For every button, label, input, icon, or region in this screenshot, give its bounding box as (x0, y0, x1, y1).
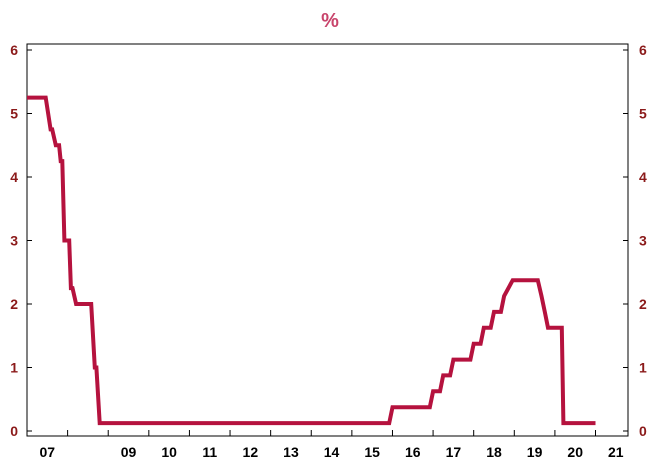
right-y-tick-label: 3 (639, 233, 647, 249)
right-y-tick-label: 0 (639, 423, 647, 439)
right-y-tick-label: 6 (639, 42, 647, 58)
x-tick-label: 12 (243, 444, 259, 460)
x-tick-label: 19 (527, 444, 543, 460)
series-group (27, 95, 596, 426)
x-tick-label: 09 (121, 444, 137, 460)
x-tick-label: 13 (283, 444, 299, 460)
unit-title: % (321, 10, 339, 32)
x-tick-label: 11 (202, 444, 217, 460)
x-tick-label: 21 (608, 444, 624, 460)
x-tick-label: 15 (364, 444, 380, 460)
x-tick-label: 14 (324, 444, 340, 460)
left-y-tick-label: 1 (10, 360, 18, 376)
right-y-tick-label: 5 (639, 106, 647, 122)
left-y-axis: 0 1 2 3 4 5 6 (10, 42, 32, 439)
right-y-axis: 0 1 2 3 4 5 6 (623, 42, 647, 439)
left-y-tick-label: 3 (10, 233, 18, 249)
x-tick-label: 20 (567, 444, 583, 460)
x-tick-label: 10 (161, 444, 177, 460)
left-y-tick-label: 4 (10, 169, 18, 185)
left-y-tick-label: 2 (10, 296, 18, 312)
right-y-tick-label: 2 (639, 296, 647, 312)
x-axis: 07 09 10 11 12 13 14 15 16 17 18 19 20 21 (26, 430, 624, 460)
left-y-tick-label: 6 (10, 42, 18, 58)
x-tick-label: 16 (405, 444, 421, 460)
x-tick-label: 18 (486, 444, 502, 460)
left-y-tick-label: 0 (10, 423, 18, 439)
left-y-tick-label: 5 (10, 106, 18, 122)
plot-frame (26, 43, 629, 437)
axes (26, 43, 629, 437)
right-y-tick-label: 4 (639, 169, 647, 185)
x-tick-label: 17 (446, 444, 462, 460)
right-y-tick-label: 1 (639, 360, 647, 376)
x-tick-label: 07 (40, 444, 56, 460)
series-line (27, 95, 596, 426)
